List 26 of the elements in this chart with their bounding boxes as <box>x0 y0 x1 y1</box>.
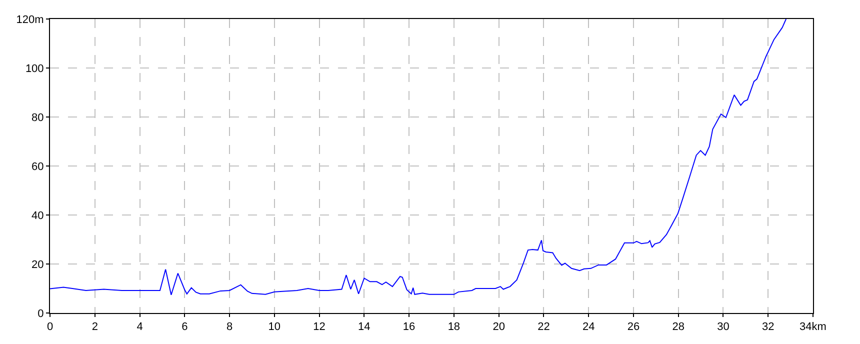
x-tick-label: 10 <box>268 321 281 334</box>
x-tick-label: 22 <box>538 321 550 334</box>
x-tick-label: 4 <box>136 321 143 334</box>
x-tick-label: 20 <box>492 321 505 334</box>
y-tick-label: 20 <box>32 258 44 271</box>
x-tick-label: 34km <box>800 321 826 334</box>
x-tick-label: 28 <box>672 321 684 334</box>
x-tick-label: 18 <box>448 321 460 334</box>
x-tick-label: 26 <box>627 321 640 334</box>
x-tick-label: 12 <box>313 321 326 334</box>
y-tick-label: 120m <box>16 14 44 26</box>
x-tick-label: 24 <box>582 321 595 334</box>
x-tick-label: 30 <box>717 321 730 334</box>
x-tick-label: 32 <box>762 321 774 334</box>
x-tick-label: 8 <box>226 321 233 334</box>
y-tick-label: 60 <box>32 160 44 173</box>
y-tick-label: 0 <box>38 308 44 320</box>
x-tick-label: 2 <box>92 321 98 334</box>
y-tick-label: 80 <box>32 112 44 124</box>
line-series <box>50 19 787 296</box>
y-tick-label: 100 <box>25 62 44 75</box>
x-tick-label: 6 <box>182 321 188 334</box>
x-tick-label: 16 <box>402 321 416 334</box>
x-tick-label: 0 <box>46 321 54 334</box>
x-tick-label: 14 <box>358 321 370 334</box>
y-tick-label: 40 <box>32 210 44 222</box>
